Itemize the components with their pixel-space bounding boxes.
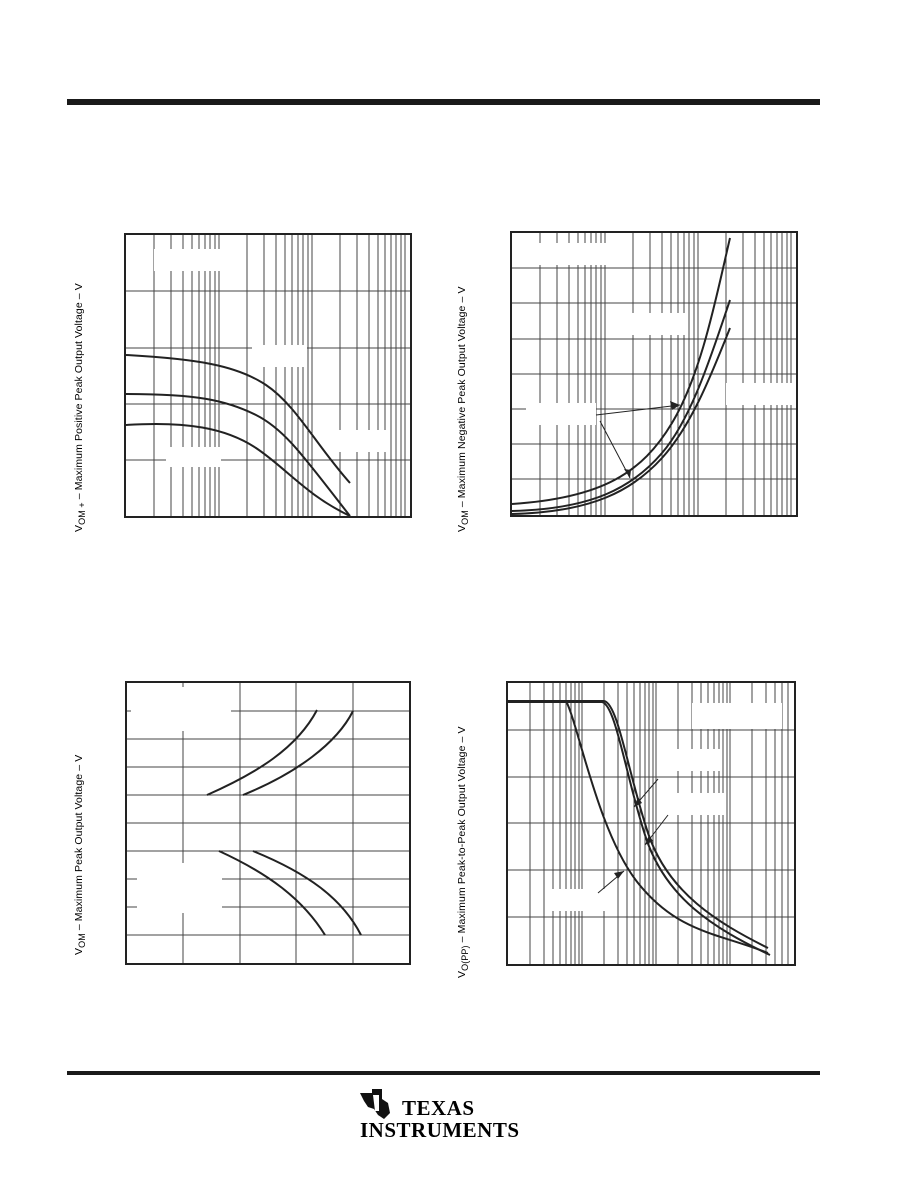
chart4-y-axis-label: VO(PP) – Maximum Peak-to-Peak Output Vol…: [456, 726, 471, 978]
chart2-leader-2: [599, 420, 631, 479]
chart1-y-axis-label: VOM + – Maximum Positive Peak Output Vol…: [73, 283, 88, 532]
chart3-series-4: [252, 850, 362, 936]
chart4-label-blanks: [548, 703, 782, 911]
chart4-series-1: [508, 700, 769, 949]
chart3-series-1: [206, 709, 318, 796]
chart4-grid: [508, 683, 794, 964]
chart2-y-axis-label: VOM – Maximum Negative Peak Output Volta…: [456, 286, 471, 532]
chart3-series-2: [242, 710, 354, 796]
chart1-grid: [126, 235, 410, 516]
chart2-grid: [512, 233, 796, 515]
chart1-series-3: [126, 422, 351, 516]
chart2-plot: [510, 231, 798, 517]
chart4-plot: [506, 681, 796, 966]
footer-rule: [67, 1071, 820, 1075]
chart3-label-blanks: [131, 687, 231, 913]
chart2-arrows: [624, 401, 680, 478]
chart1-plot: [124, 233, 412, 518]
chart3-plot: [125, 681, 411, 965]
header-rule: [67, 99, 820, 105]
chart1-series-1: [126, 354, 351, 484]
chart4-arrows: [614, 797, 653, 879]
chart2-leader-1: [595, 404, 681, 416]
chart4-series-2: [508, 701, 771, 956]
chart2-series-1: [512, 237, 731, 505]
chart2-series-2: [512, 299, 731, 512]
logo-line-2: INSTRUMENTS: [360, 1118, 520, 1142]
chart1-series-2: [126, 393, 351, 516]
chart2-label-blanks: [526, 243, 796, 425]
chart3-y-axis-label: VOM – Maximum Peak Output Voltage – V: [73, 754, 88, 955]
ti-logo-icon: [360, 1089, 390, 1119]
chart4-series-3: [508, 700, 769, 954]
chart1-label-blanks: [154, 249, 388, 467]
chart2-series-3: [512, 327, 731, 515]
chart3-series-3: [218, 850, 326, 936]
logo-line-1: TEXAS: [402, 1096, 475, 1120]
